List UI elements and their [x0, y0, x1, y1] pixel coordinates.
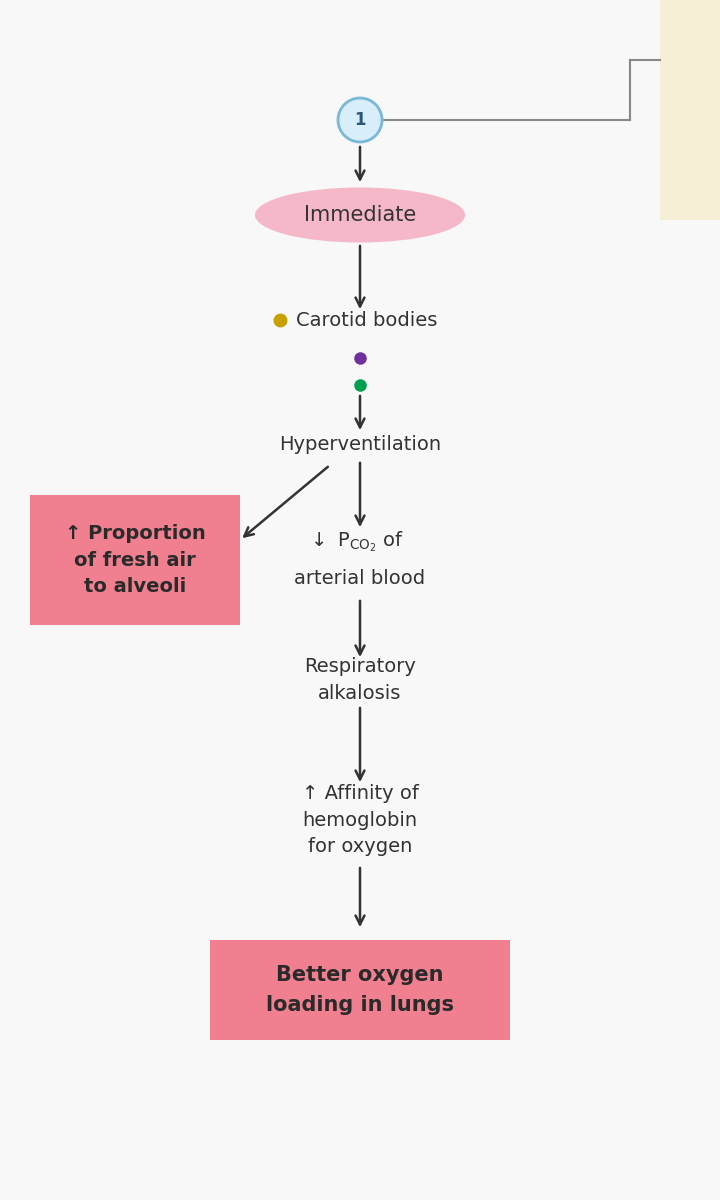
FancyBboxPatch shape — [30, 494, 240, 625]
Text: 1: 1 — [354, 110, 366, 128]
FancyBboxPatch shape — [210, 940, 510, 1040]
Text: Carotid bodies: Carotid bodies — [296, 311, 437, 330]
Ellipse shape — [255, 187, 465, 242]
Text: $\downarrow$ P$_{\mathregular{CO_2}}$ of: $\downarrow$ P$_{\mathregular{CO_2}}$ of — [307, 529, 403, 554]
Text: ↑ Proportion
of fresh air
to alveoli: ↑ Proportion of fresh air to alveoli — [65, 524, 205, 596]
Text: ↑ Affinity of
hemoglobin
for oxygen: ↑ Affinity of hemoglobin for oxygen — [302, 784, 418, 856]
Circle shape — [338, 98, 382, 142]
Text: Better oxygen
loading in lungs: Better oxygen loading in lungs — [266, 965, 454, 1015]
Bar — [660, 0, 720, 220]
Text: arterial blood: arterial blood — [294, 569, 426, 588]
Text: Immediate: Immediate — [304, 205, 416, 226]
Text: Hyperventilation: Hyperventilation — [279, 436, 441, 455]
Text: Respiratory
alkalosis: Respiratory alkalosis — [304, 658, 416, 703]
